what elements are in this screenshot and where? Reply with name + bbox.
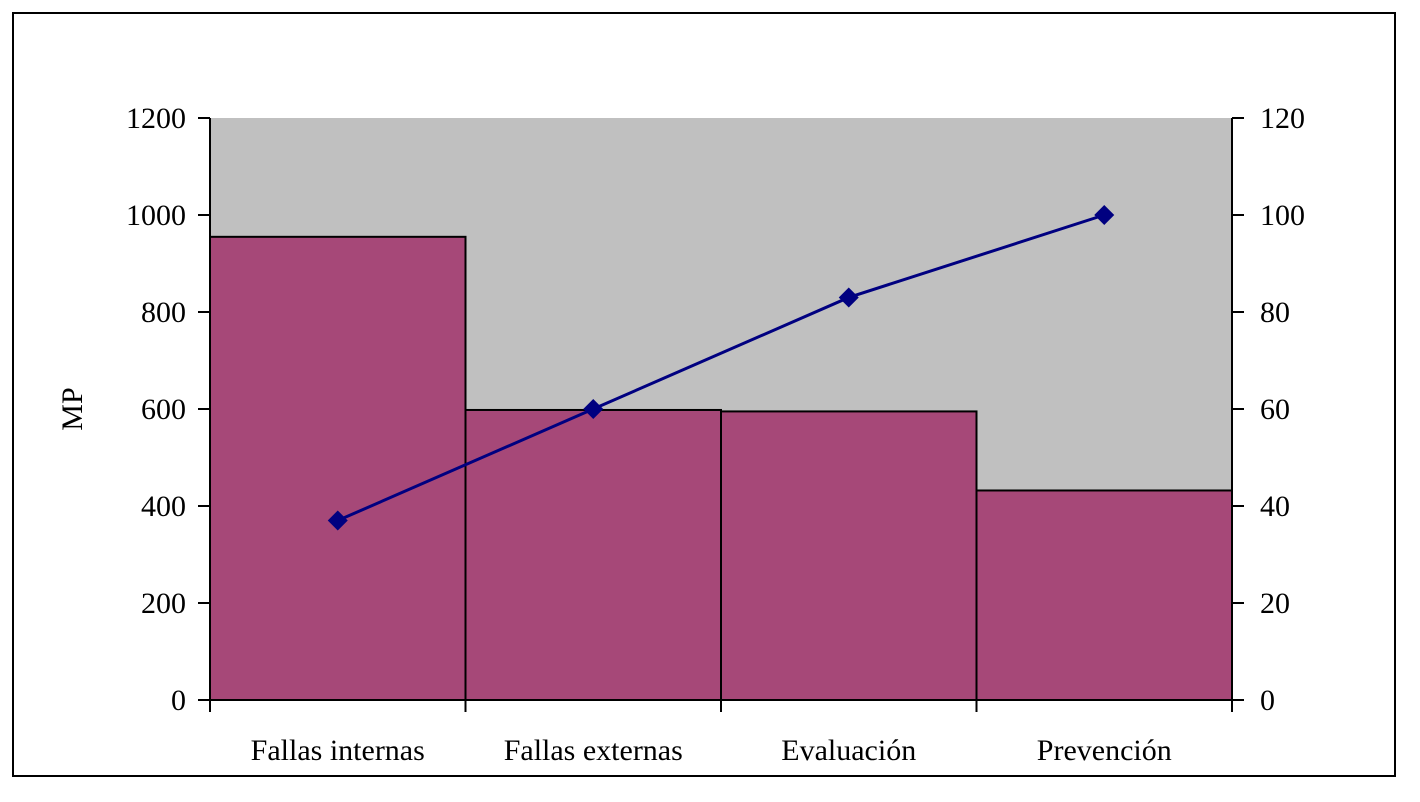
y-right-tick-label: 100: [1260, 199, 1305, 232]
bar-2: [464, 408, 722, 701]
cumulative-line-layer: [327, 205, 1115, 531]
y-right-tick-label: 40: [1260, 490, 1290, 523]
labels-layer: 0 200 400 600 800 1000 1200 0 20 40 60 80 100 120 Fall…: [126, 102, 1305, 767]
axes-layer: [198, 117, 1244, 712]
x-tick-label: Fallas externas: [504, 734, 683, 767]
line-marker-3: [838, 287, 859, 308]
y-left-tick-label: 400: [141, 490, 186, 523]
y-right-tick-label: 0: [1260, 684, 1275, 717]
line-marker-1: [327, 510, 348, 531]
bar-4: [975, 489, 1233, 702]
y-axis-title: MP: [56, 387, 89, 430]
y-left-tick-label: 0: [171, 684, 186, 717]
y-right-tick-label: 80: [1260, 296, 1290, 329]
y-right-tick-label: 120: [1260, 102, 1305, 135]
cumulative-line: [337, 213, 1105, 522]
y-left-tick-label: 1000: [126, 199, 186, 232]
bar-3: [720, 410, 978, 701]
y-left-tick-label: 200: [141, 587, 186, 620]
bars-layer: [209, 235, 1233, 702]
bar-1: [209, 235, 467, 701]
y-right-tick-label: 20: [1260, 587, 1290, 620]
y-left-tick-label: 600: [141, 393, 186, 426]
y-left-tick-label: 1200: [126, 102, 186, 135]
x-tick-label: Evaluación: [781, 734, 916, 767]
y-right-tick-label: 60: [1260, 393, 1290, 426]
x-tick-label: Prevención: [1037, 734, 1172, 767]
y-left-tick-label: 800: [141, 296, 186, 329]
x-tick-label: Fallas internas: [251, 734, 425, 767]
line-marker-4: [1094, 205, 1115, 225]
line-marker-2: [583, 399, 604, 419]
